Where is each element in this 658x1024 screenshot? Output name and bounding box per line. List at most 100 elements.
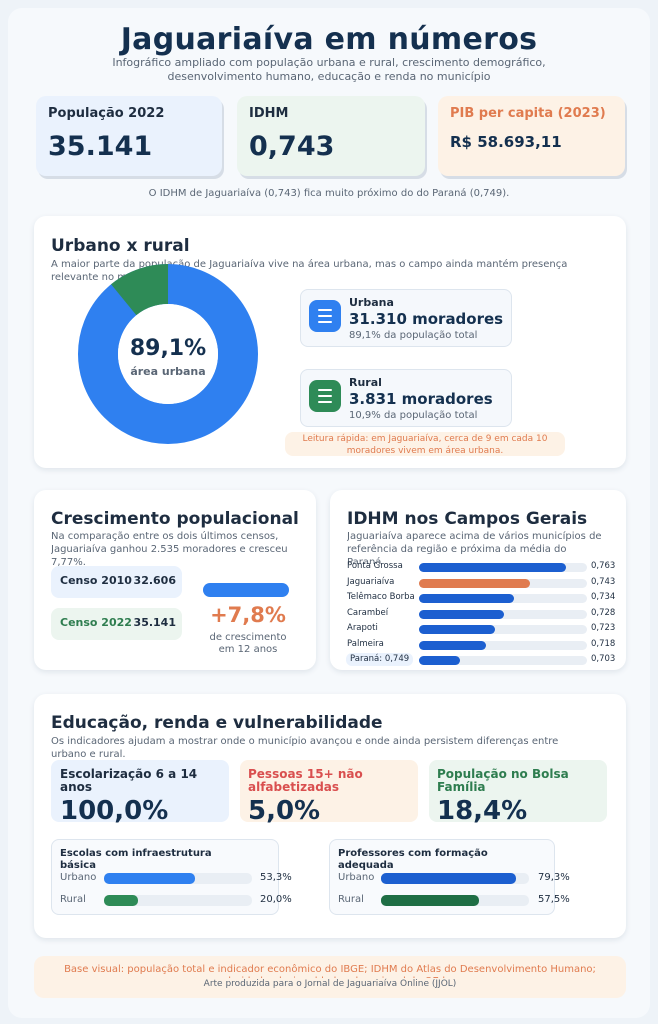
urban-share: 89,1% da população total xyxy=(349,330,478,341)
growth-percent: +7,8% xyxy=(210,603,286,627)
census-2010-pill: Censo 2010 32.606 xyxy=(51,566,182,598)
urban-rural-title: Urbano x rural xyxy=(51,236,190,256)
idhm-bar-track xyxy=(419,594,587,603)
stat-card-pib: PIB per capita (2023) R$ 58.693,11 xyxy=(438,96,625,176)
census-label: Censo 2022 xyxy=(60,616,132,629)
idhm-bar xyxy=(419,625,495,634)
edu-bar-track xyxy=(381,895,529,906)
growth-pct-label: de crescimento em 12 anos xyxy=(209,632,287,655)
edu-bar xyxy=(104,895,138,906)
census-2022-pill: Censo 2022 35.141 xyxy=(51,608,182,640)
idhm-region-desc: Jaguariaíva aparece acima de vários muni… xyxy=(347,531,602,564)
donut-percent: 89,1% xyxy=(129,336,207,361)
quick-read-note: Leitura rápida: em Jaguariaíva, cerca de… xyxy=(285,432,565,456)
idhm-value-label: 0,763 xyxy=(591,561,616,571)
idhm-row-label: Jaguariaíva xyxy=(347,576,395,587)
page-title: Jaguariaíva em números xyxy=(120,22,538,57)
idhm-value-label: 0,723 xyxy=(591,623,616,633)
census-value: 35.141 xyxy=(133,616,176,629)
edu-value-label: 79,3% xyxy=(538,872,570,883)
stat-card-population: População 2022 35.141 xyxy=(36,96,222,176)
census-value: 32.606 xyxy=(133,574,176,587)
idhm-value-label: 0,728 xyxy=(591,607,616,618)
edu-row-label: Rural xyxy=(60,894,86,905)
growth-title: Crescimento populacional xyxy=(51,509,299,529)
idhm-row-label: Palmeira xyxy=(347,638,384,649)
idhm-note: O IDHM de Jaguariaíva (0,743) fica muito… xyxy=(148,188,510,199)
idhm-value-label: 0,743 xyxy=(591,576,616,587)
urban-rural-desc: A maior parte da população de Jaguariaív… xyxy=(51,259,568,283)
list-icon xyxy=(309,300,341,332)
kpi-label: Escolarização 6 a 14 anos xyxy=(60,767,198,794)
kpi-schooling: Escolarização 6 a 14 anos 100,0% xyxy=(51,760,229,826)
idhm-bar-track xyxy=(419,609,587,619)
edu-row-label: Urbano xyxy=(60,872,97,883)
donut-hole xyxy=(118,304,218,404)
idhm-bar xyxy=(419,563,566,572)
stat-card-idhm: IDHM 0,743 xyxy=(237,96,425,176)
footer-source: Base visual: população total e indicador… xyxy=(64,964,596,978)
idhm-region-title: IDHM nos Campos Gerais xyxy=(347,509,588,529)
urban-rural-donut xyxy=(78,264,258,444)
education-desc: Os indicadores ajudam a mostrar onde o m… xyxy=(51,736,559,760)
rural-value: 3.831 moradores xyxy=(349,390,493,408)
rural-label: Rural xyxy=(349,376,382,389)
kpi-bolsa-familia: População no Bolsa Família 18,4% xyxy=(429,760,607,826)
idhm-bar xyxy=(419,656,460,665)
edu-bar-track xyxy=(381,873,529,884)
kpi-label: População no Bolsa Família xyxy=(437,767,569,794)
kpi-value: 5,0% xyxy=(248,796,321,826)
stat-value: 0,743 xyxy=(249,131,335,162)
idhm-bar xyxy=(419,578,530,588)
rural-population-box: Rural 3.831 moradores 10,9% da população… xyxy=(300,369,512,427)
idhm-bar-track xyxy=(419,563,587,572)
idhm-value-label: 0,703 xyxy=(591,654,616,664)
donut-label: área urbana xyxy=(130,365,206,378)
idhm-value-label: 0,734 xyxy=(591,592,616,602)
footer-credit: Arte produzida para o Jornal de Jaguaria… xyxy=(203,979,457,989)
idhm-bar-track xyxy=(419,656,587,665)
stat-label: IDHM xyxy=(249,106,289,121)
idhm-bar-track xyxy=(419,625,587,634)
stat-label: População 2022 xyxy=(48,106,165,121)
idhm-row-label: Telêmaco Borba xyxy=(347,592,415,602)
edu-row-label: Urbano xyxy=(338,872,375,883)
kpi-label: Pessoas 15+ não alfabetizadas xyxy=(248,767,363,794)
idhm-row-label: Ponta Grossa xyxy=(347,561,403,571)
education-title: Educação, renda e vulnerabilidade xyxy=(51,713,383,733)
edu-bar xyxy=(104,873,195,884)
page-subtitle: Infográfico ampliado com população urban… xyxy=(112,56,546,83)
idhm-row-label: Paraná: 0,749 xyxy=(346,653,414,666)
kpi-value: 18,4% xyxy=(437,796,528,826)
stat-label: PIB per capita (2023) xyxy=(450,106,606,121)
edu-bar xyxy=(381,895,479,906)
idhm-bar xyxy=(419,609,504,619)
teachers-title: Professores com formação adequada xyxy=(338,848,488,871)
urban-label: Urbana xyxy=(349,296,394,309)
idhm-value-label: 0,718 xyxy=(591,638,616,649)
kpi-illiteracy: Pessoas 15+ não alfabetizadas 5,0% xyxy=(240,760,418,826)
idhm-row-label: Carambeí xyxy=(347,607,389,618)
urban-population-box: Urbana 31.310 moradores 89,1% da populaç… xyxy=(300,289,512,347)
donut-rural-slice xyxy=(111,264,169,316)
edu-value-label: 53,3% xyxy=(260,872,292,883)
census-label: Censo 2010 xyxy=(60,574,132,587)
edu-bar xyxy=(381,873,516,884)
growth-bar xyxy=(203,583,289,597)
idhm-bar-track xyxy=(419,640,587,650)
stat-value: R$ 58.693,11 xyxy=(450,133,562,151)
idhm-bar xyxy=(419,594,514,603)
edu-value-label: 57,5% xyxy=(538,894,570,905)
idhm-bar xyxy=(419,640,486,650)
idhm-bar-track xyxy=(419,578,587,588)
kpi-value: 100,0% xyxy=(60,796,169,826)
edu-bar-track xyxy=(104,873,252,884)
schools-title: Escolas com infraestrutura básica xyxy=(60,848,212,871)
idhm-row-label: Arapoti xyxy=(347,623,378,633)
rural-share: 10,9% da população total xyxy=(349,410,478,421)
growth-desc: Na comparação entre os dois últimos cens… xyxy=(51,531,288,566)
urban-value: 31.310 moradores xyxy=(349,310,504,328)
list-icon xyxy=(309,380,341,412)
footer-box xyxy=(34,956,626,998)
edu-bar-track xyxy=(104,895,252,906)
